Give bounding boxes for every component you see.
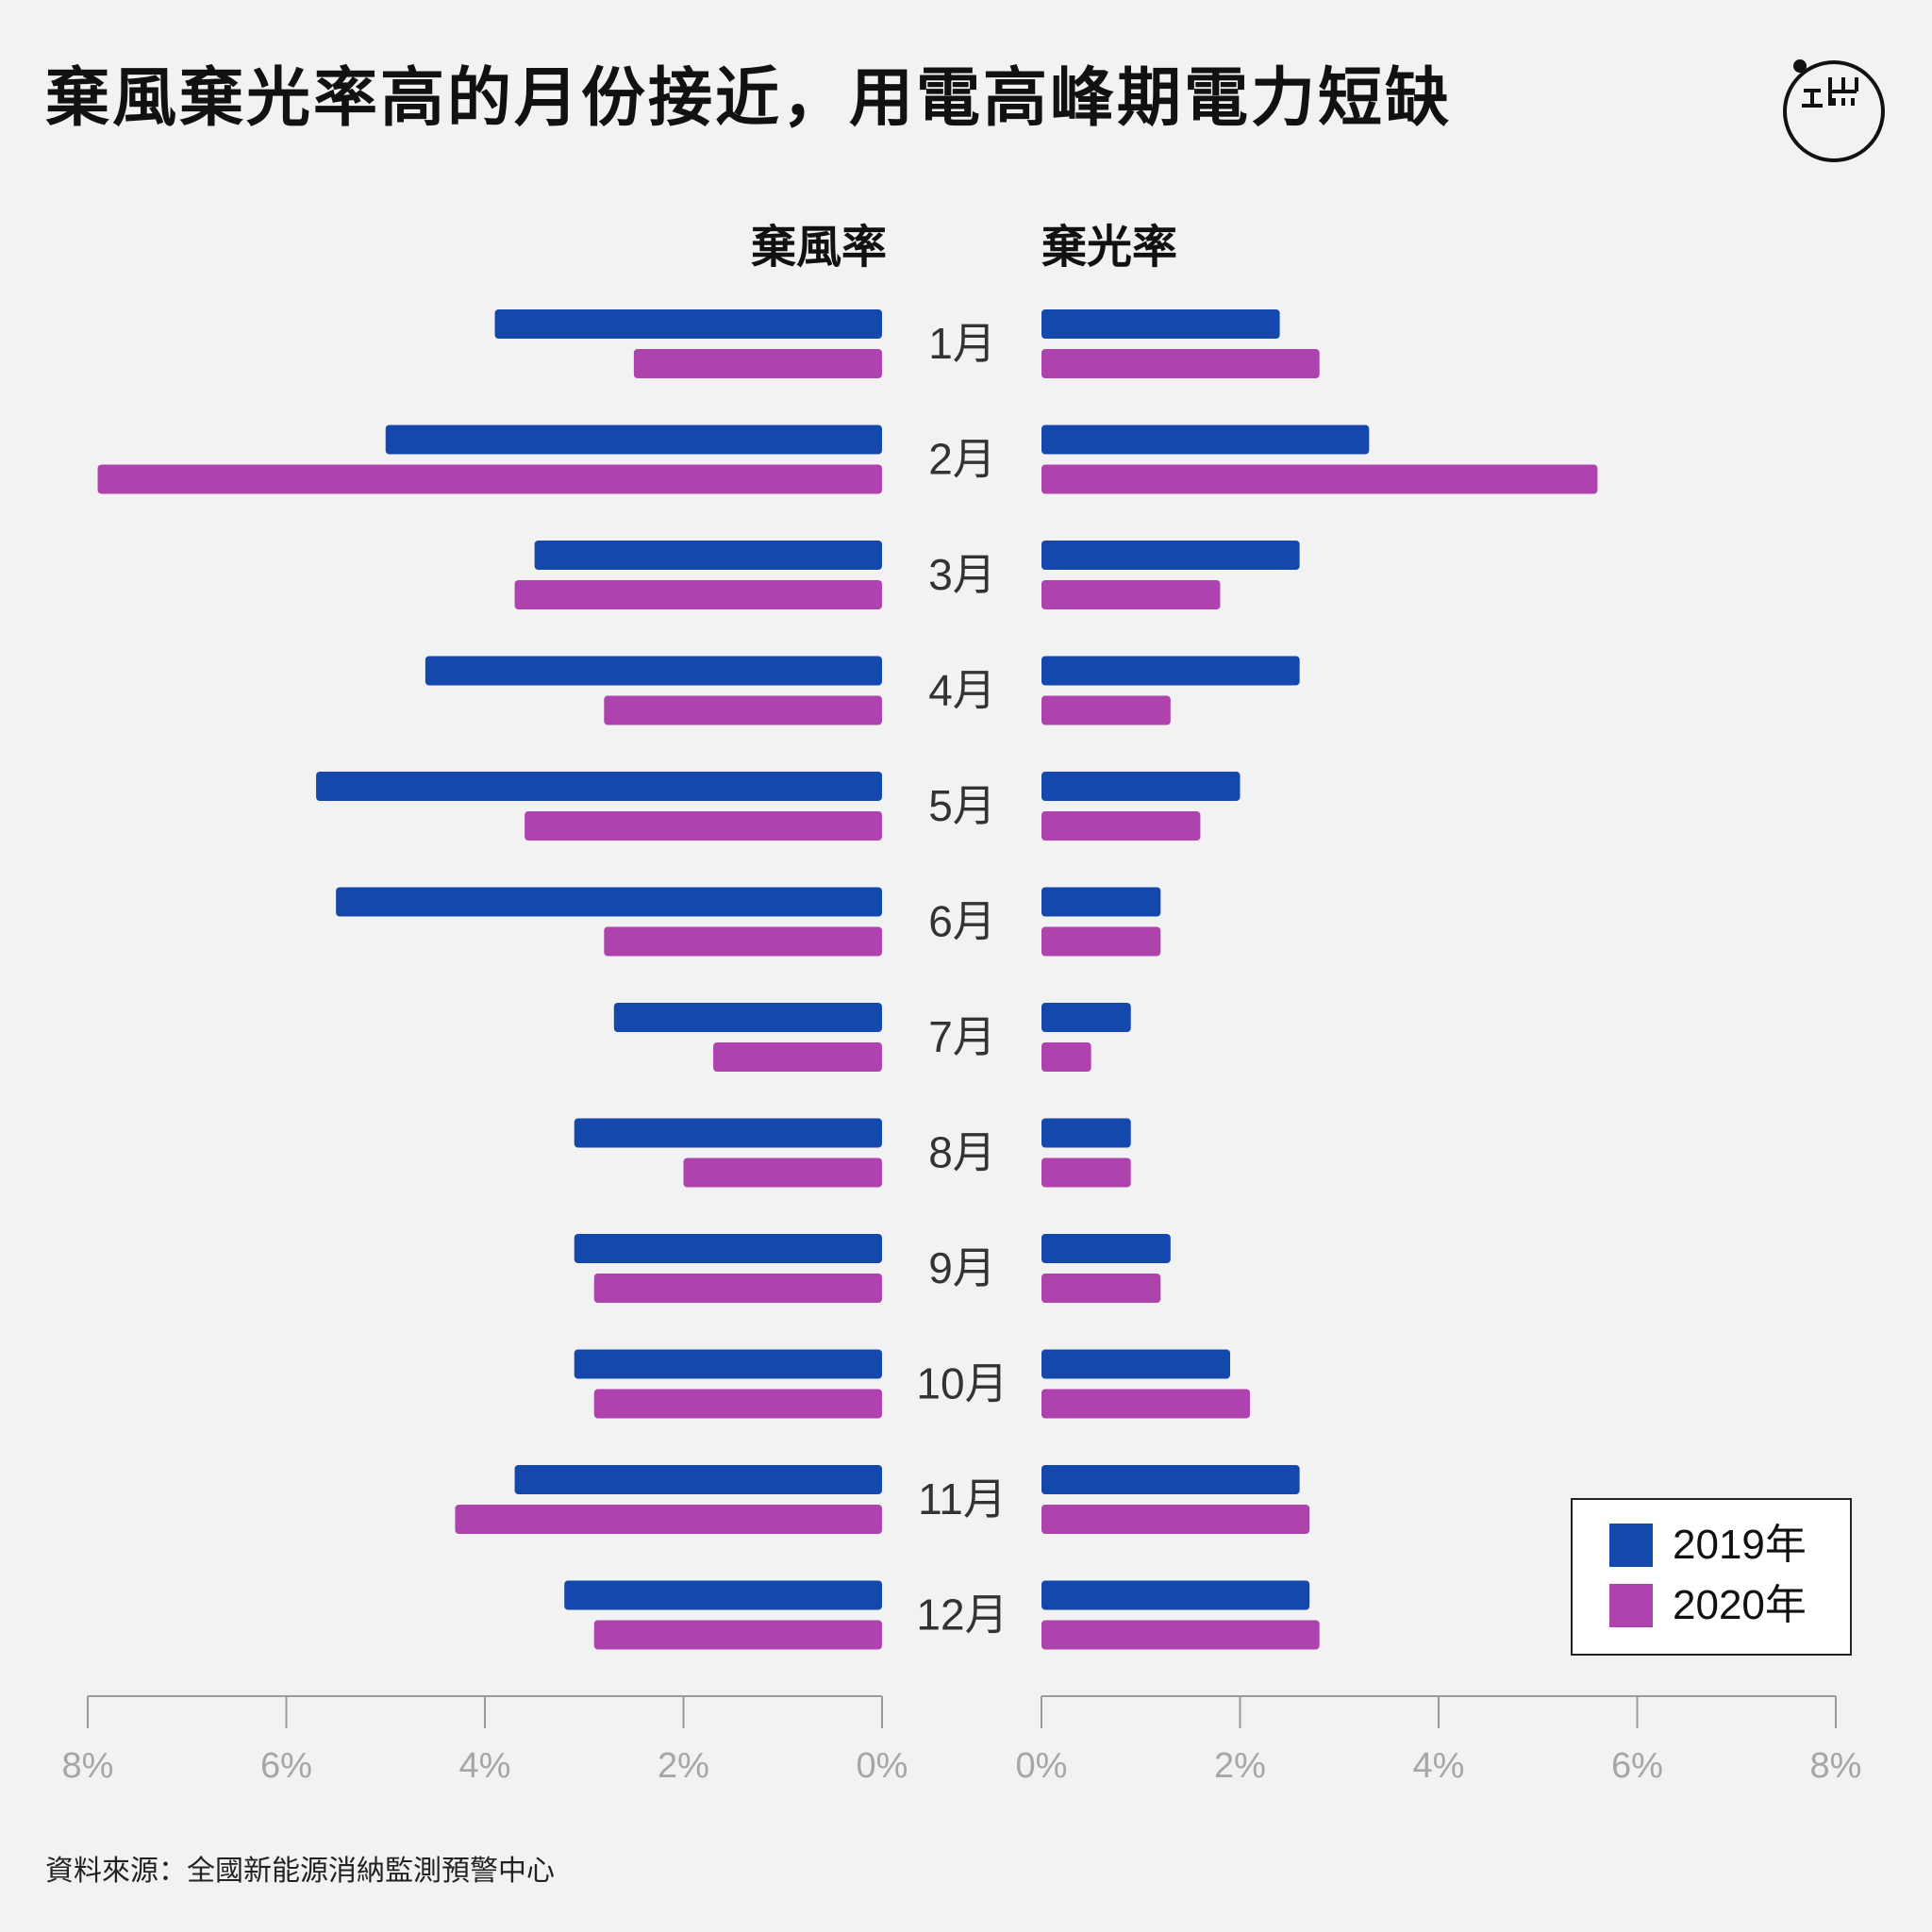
bar-wind-2019-9 — [574, 1234, 882, 1263]
bar-solar-2019-10 — [1041, 1349, 1230, 1379]
x-tick-label-left: 2% — [658, 1746, 709, 1786]
bar-wind-2020-11 — [455, 1505, 882, 1534]
month-label: 9月 — [928, 1243, 996, 1292]
bar-solar-2019-8 — [1041, 1118, 1131, 1148]
x-tick-label-right: 6% — [1611, 1746, 1663, 1786]
bar-wind-2019-5 — [316, 772, 882, 801]
bar-wind-2019-4 — [425, 656, 882, 686]
bar-wind-2020-4 — [604, 695, 882, 725]
bar-wind-2020-5 — [525, 811, 882, 841]
bar-wind-2020-7 — [713, 1042, 882, 1072]
bar-solar-2020-1 — [1041, 349, 1320, 378]
month-label: 6月 — [928, 897, 996, 946]
bar-wind-2019-2 — [385, 425, 882, 455]
legend-label-2020: 2020年 — [1673, 1582, 1807, 1628]
bar-solar-2020-5 — [1041, 811, 1201, 841]
bar-solar-2020-9 — [1041, 1274, 1161, 1303]
bar-wind-2020-8 — [683, 1158, 882, 1188]
legend-swatch-2020 — [1609, 1584, 1653, 1627]
month-label: 11月 — [918, 1474, 1007, 1524]
bar-solar-2020-12 — [1041, 1620, 1320, 1650]
bar-solar-2020-6 — [1041, 926, 1161, 957]
source-note: 資料來源：全國新能源消納監測預警中心 — [45, 1855, 555, 1888]
bar-wind-2020-6 — [604, 926, 882, 957]
month-label: 5月 — [928, 781, 996, 830]
bar-solar-2020-3 — [1041, 580, 1221, 609]
month-label: 8月 — [928, 1128, 996, 1177]
bar-solar-2019-3 — [1041, 541, 1300, 570]
bar-solar-2019-7 — [1041, 1003, 1131, 1032]
legend-label-2019: 2019年 — [1673, 1522, 1807, 1568]
bar-wind-2019-10 — [574, 1349, 882, 1379]
bar-solar-2019-11 — [1041, 1465, 1300, 1494]
bar-solar-2019-4 — [1041, 656, 1300, 686]
bar-wind-2019-6 — [336, 887, 882, 917]
bar-wind-2020-10 — [593, 1389, 882, 1419]
butterfly-bar-chart: 棄風率 棄光率 1月 2月 3月 4月 5月 6月 7月 8月 9月 10月 11月 12月 8% 6% 4% 2… — [62, 223, 1862, 1786]
bar-wind-2019-3 — [534, 541, 882, 570]
month-label: 12月 — [916, 1591, 1008, 1640]
bar-solar-2020-2 — [1041, 464, 1598, 494]
bar-wind-2020-3 — [514, 580, 882, 609]
bar-wind-2019-1 — [494, 309, 882, 339]
bar-solar-2019-1 — [1041, 309, 1280, 339]
page-title: 棄風棄光率高的月份接近，用電高峰期電力短缺 — [45, 61, 1453, 136]
legend-swatch-2019 — [1609, 1524, 1653, 1567]
x-tick-label-right: 4% — [1413, 1746, 1465, 1786]
month-label: 7月 — [928, 1012, 996, 1061]
month-label: 2月 — [928, 435, 996, 484]
x-tick-label-right: 8% — [1810, 1746, 1862, 1786]
x-tick-label-right: 0% — [1016, 1746, 1068, 1786]
bar-solar-2019-5 — [1041, 772, 1241, 801]
bar-wind-2019-7 — [613, 1003, 882, 1032]
bar-wind-2020-12 — [593, 1620, 882, 1650]
panel-title-wind: 棄風率 — [751, 223, 887, 273]
month-label: 4月 — [928, 666, 996, 715]
bar-solar-2019-9 — [1041, 1234, 1171, 1263]
bar-solar-2019-2 — [1041, 425, 1370, 455]
x-tick-label-left: 6% — [260, 1746, 312, 1786]
bar-wind-2020-1 — [633, 349, 882, 378]
bar-solar-2020-10 — [1041, 1389, 1251, 1419]
bar-wind-2019-8 — [574, 1118, 882, 1148]
bar-solar-2020-7 — [1041, 1042, 1091, 1072]
bar-solar-2020-11 — [1041, 1505, 1310, 1534]
bar-wind-2020-9 — [593, 1274, 882, 1303]
month-label: 10月 — [916, 1359, 1008, 1408]
bar-wind-2020-2 — [97, 464, 882, 494]
bar-solar-2020-8 — [1041, 1158, 1131, 1188]
initium-logo-icon — [1783, 59, 1885, 162]
month-label: 3月 — [928, 550, 996, 599]
bar-solar-2019-12 — [1041, 1580, 1310, 1610]
x-tick-label-left: 8% — [62, 1746, 114, 1786]
bar-solar-2019-6 — [1041, 887, 1161, 917]
panel-title-solar: 棄光率 — [1041, 223, 1177, 273]
bar-wind-2019-12 — [564, 1580, 882, 1610]
x-tick-label-left: 0% — [857, 1746, 908, 1786]
month-label: 1月 — [928, 319, 996, 368]
x-tick-label-left: 4% — [459, 1746, 511, 1786]
bar-solar-2020-4 — [1041, 695, 1171, 725]
x-tick-label-right: 2% — [1214, 1746, 1266, 1786]
bar-wind-2019-11 — [514, 1465, 882, 1494]
